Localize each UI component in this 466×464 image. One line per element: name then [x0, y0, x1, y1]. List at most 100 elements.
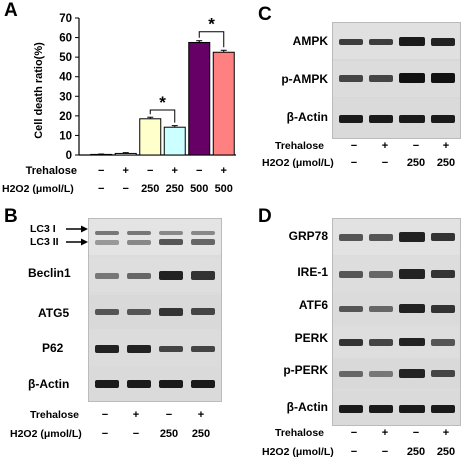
h2o2-value: − — [381, 157, 389, 169]
y-tick-label: 60 — [59, 33, 72, 45]
h2o2-label: H2O2 (μmol/L) — [2, 183, 74, 195]
band — [431, 370, 455, 377]
panel-letter-b: B — [4, 206, 18, 227]
trehalose-value: − — [412, 140, 420, 152]
band — [339, 405, 363, 413]
band — [127, 273, 151, 279]
band — [431, 233, 455, 241]
band — [431, 405, 455, 413]
arrow-head — [81, 238, 88, 246]
band — [191, 380, 215, 388]
trehalose-value: − — [412, 427, 420, 439]
band — [369, 371, 393, 377]
blot-image-b — [88, 218, 222, 402]
band — [339, 234, 363, 241]
blot-label-beta-actin: β-Actin — [286, 400, 328, 414]
trehalose-label: Trehalose — [275, 427, 325, 439]
h2o2-label: H2O2 (μmol/L) — [262, 446, 334, 458]
band — [339, 339, 363, 346]
significance-star: * — [208, 15, 215, 34]
band — [369, 405, 393, 413]
band — [339, 371, 363, 377]
trehalose-value: + — [123, 165, 129, 177]
trehalose-value: − — [350, 427, 358, 439]
h2o2-value: − — [350, 157, 358, 169]
h2o2-label: H2O2 (μmol/L) — [10, 428, 82, 440]
arrow-icons — [66, 225, 88, 246]
blot-label-ire-1: IRE-1 — [297, 265, 328, 279]
y-axis-label: Cell death ratio(%) — [33, 42, 45, 139]
blot-label-p-ampk: p-AMPK — [281, 72, 328, 86]
band — [431, 270, 455, 278]
band — [191, 231, 215, 235]
band — [399, 232, 425, 242]
blot-label-beclin1: Beclin1 — [28, 266, 71, 280]
trehalose-value: + — [172, 165, 178, 177]
blot-label-lc3-ii: LC3 II — [30, 236, 59, 248]
h2o2-value: 250 — [191, 428, 211, 440]
band — [369, 115, 393, 123]
blot-label-grp78: GRP78 — [288, 229, 328, 243]
h2o2-value: − — [350, 446, 358, 458]
bar-chart: 0 10 20 30 40 50 60 70 Cell death ratio(%) * * Treh… — [2, 13, 236, 195]
panel-letter-c: C — [258, 4, 272, 25]
blot-label-perk: PERK — [294, 331, 328, 345]
band — [399, 304, 425, 313]
y-tick-label: 20 — [59, 111, 72, 123]
band — [369, 271, 393, 278]
band — [95, 345, 119, 353]
band — [191, 271, 215, 280]
blot-label-atg5: ATG5 — [38, 306, 70, 320]
trehalose-value: − — [165, 409, 173, 421]
band — [399, 369, 425, 378]
y-tick-label: 30 — [59, 91, 72, 103]
bar — [114, 152, 137, 156]
trehalose-value: + — [381, 140, 389, 152]
h2o2-value: 250 — [436, 446, 456, 458]
trehalose-value: + — [381, 427, 389, 439]
band — [369, 39, 393, 45]
band — [399, 269, 425, 279]
trehalose-value: + — [221, 165, 227, 177]
h2o2-value: − — [381, 446, 389, 458]
y-tick-label: 40 — [59, 72, 72, 84]
blot-strip — [89, 219, 221, 255]
band — [369, 234, 393, 241]
blot-label-p-perk: p-PERK — [283, 363, 328, 377]
band — [127, 309, 151, 315]
arrow-head — [81, 225, 88, 233]
band — [431, 339, 455, 346]
h2o2-value: 250 — [406, 157, 426, 169]
band — [399, 73, 425, 83]
band — [127, 345, 151, 353]
band — [159, 239, 183, 245]
band — [399, 405, 425, 413]
trehalose-label: Trehalose — [26, 165, 77, 177]
band — [369, 339, 393, 346]
band — [95, 240, 119, 245]
band — [431, 73, 455, 83]
bar — [163, 126, 186, 156]
h2o2-label: H2O2 (μmol/L) — [262, 157, 334, 169]
trehalose-value: − — [196, 165, 202, 177]
h2o2-value: − — [123, 183, 129, 195]
h2o2-value: − — [132, 428, 140, 440]
band — [369, 306, 393, 312]
bar — [212, 51, 235, 156]
h2o2-value: 250 — [436, 157, 456, 169]
trehalose-label: Trehalose — [30, 409, 80, 421]
blot-label-beta-actin: β-Actin — [286, 110, 328, 124]
y-tick-label: 10 — [59, 130, 72, 142]
h2o2-value: 250 — [166, 183, 184, 195]
band — [127, 380, 151, 388]
band — [399, 37, 425, 46]
significance-bracket — [149, 109, 176, 123]
h2o2-value: 500 — [190, 183, 208, 195]
h2o2-value: 500 — [215, 183, 233, 195]
band — [127, 240, 151, 245]
band — [399, 115, 425, 123]
band — [159, 346, 183, 352]
blot-label-atf6: ATF6 — [298, 298, 328, 312]
trehalose-value: + — [197, 409, 205, 421]
band — [431, 38, 455, 46]
